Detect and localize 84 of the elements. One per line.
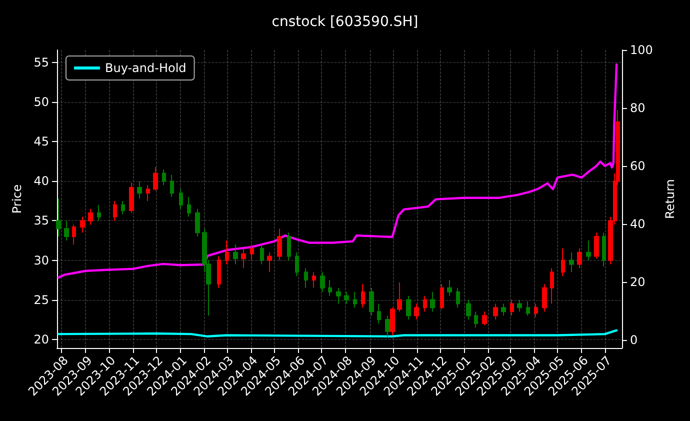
candlestick — [233, 244, 238, 265]
candlestick — [361, 283, 365, 308]
y-tick-label: 35 — [34, 214, 49, 228]
y2-tick-label: 0 — [630, 332, 638, 347]
candlestick — [146, 184, 150, 202]
candlestick — [80, 216, 85, 234]
y-tick-label: 25 — [34, 292, 49, 307]
candlestick — [550, 268, 554, 304]
y-axis-title: Price — [10, 184, 24, 214]
y2-tick-label: 100 — [630, 43, 653, 57]
y2-tick-label: 60 — [630, 158, 646, 173]
candlestick — [195, 208, 200, 238]
line-series — [57, 329, 618, 338]
candlestick — [602, 232, 606, 268]
candlestick — [385, 315, 390, 338]
y2-tick-label: 40 — [630, 216, 646, 231]
chart-title: cnstock [603590.SH] — [272, 14, 418, 30]
candlestick — [510, 299, 514, 316]
candlestick — [179, 188, 183, 210]
candlestick — [187, 196, 191, 218]
candlestick — [447, 280, 452, 296]
candlestick — [250, 244, 254, 261]
candlestick — [569, 252, 574, 273]
candlestick — [72, 224, 76, 245]
candlestick — [397, 282, 402, 312]
candlestick — [267, 252, 272, 273]
line-series — [57, 63, 618, 279]
candlestick — [170, 174, 174, 198]
y2-tick-label: 20 — [630, 274, 646, 289]
candlestick — [390, 307, 395, 336]
candlestick — [501, 303, 506, 316]
candlestick — [260, 244, 264, 265]
candlestick — [64, 220, 69, 241]
candlestick — [113, 200, 117, 222]
candlestick — [414, 303, 419, 320]
candlestick — [377, 303, 381, 324]
candlestick — [586, 240, 591, 261]
candlestick — [561, 248, 565, 277]
candlestick — [312, 272, 316, 288]
candlestick — [336, 287, 341, 304]
candlestick — [129, 182, 134, 214]
candlestick — [423, 295, 427, 312]
candlestick — [295, 252, 299, 277]
candlestick — [328, 280, 332, 296]
legend-label: Buy-and-Hold — [105, 61, 186, 75]
candlestick — [369, 287, 374, 316]
candlestick — [526, 300, 530, 316]
candlestick — [225, 240, 229, 265]
candlestick — [517, 299, 522, 312]
candlestick — [304, 268, 308, 288]
candlestick — [162, 168, 166, 186]
y-tick-label: 40 — [34, 174, 49, 188]
candlestick — [493, 303, 498, 320]
candlestick — [153, 166, 158, 192]
candlestick — [577, 248, 582, 269]
candlestick — [534, 303, 538, 318]
candlestick — [277, 228, 282, 261]
candlestick — [137, 180, 142, 200]
candlestick — [406, 295, 411, 320]
y-tick-label: 55 — [34, 56, 49, 70]
candlestick — [456, 287, 460, 308]
candlestick — [344, 291, 349, 304]
y-tick-label: 45 — [34, 134, 49, 149]
candlestick — [121, 200, 125, 215]
candlestick — [56, 198, 61, 238]
y-tick-label: 20 — [34, 332, 49, 346]
candlestick — [466, 299, 471, 320]
candlestick — [482, 311, 487, 326]
y-tick-label: 30 — [34, 253, 49, 268]
y2-axis-title: Return — [662, 179, 677, 219]
y2-tick-label: 80 — [630, 100, 646, 115]
candlestick — [88, 208, 93, 226]
candlestick — [542, 283, 547, 312]
candlestick — [241, 248, 246, 269]
candlestick — [287, 232, 291, 261]
candlestick — [97, 204, 101, 222]
candlestick — [474, 311, 478, 328]
candlestick — [440, 283, 444, 310]
y-tick-label: 50 — [34, 95, 49, 110]
candlestick — [353, 291, 357, 308]
candlestick — [217, 256, 221, 288]
candlestick — [594, 232, 599, 260]
candlestick — [430, 291, 435, 312]
candlestick — [320, 272, 325, 292]
